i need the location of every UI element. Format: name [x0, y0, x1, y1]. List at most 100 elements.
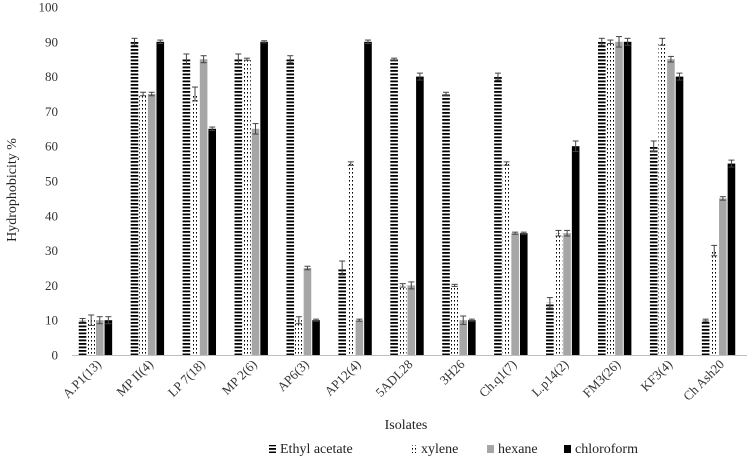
bar: [260, 41, 268, 356]
error-bar: [79, 317, 86, 323]
bar: [727, 163, 736, 355]
bar: [597, 41, 606, 356]
error-bar: [711, 244, 718, 257]
bar: [78, 320, 87, 355]
error-bar: [659, 37, 666, 46]
error-bar: [650, 140, 657, 152]
y-tick-label: 0: [52, 348, 59, 363]
x-tick-label: 5ADL28: [372, 357, 415, 400]
bar: [719, 198, 727, 355]
error-bar: [295, 316, 302, 325]
error-bar: [209, 126, 216, 132]
error-bar: [347, 161, 354, 166]
bar: [675, 76, 684, 355]
bar: [701, 320, 710, 355]
error-bar: [572, 140, 579, 152]
error-bar: [304, 265, 311, 271]
y-tick-label: 90: [45, 34, 58, 49]
error-bar: [468, 318, 475, 322]
x-axis: A.P1(13) MP II(4) LP 7(18) MP 2(6) AP6(3) AP1…: [60, 355, 747, 404]
bar: [398, 285, 407, 355]
x-tick-label: L.p14(2): [528, 357, 571, 400]
error-bars: [79, 36, 735, 326]
bar: [303, 268, 312, 355]
bar: [390, 59, 398, 355]
bar: [139, 94, 147, 355]
legend-item: xylene: [412, 442, 458, 457]
error-bar: [313, 318, 320, 322]
error-bar: [503, 161, 510, 166]
error-bar: [287, 55, 294, 64]
error-bar: [512, 231, 519, 235]
error-bar: [546, 297, 553, 309]
legend-swatch: [564, 445, 571, 453]
bar: [243, 59, 251, 355]
y-axis: 0 10 20 30 40 50 60 70 80 90 100: [39, 0, 59, 363]
x-tick-label: KF3(4): [638, 357, 676, 395]
bar: [104, 320, 113, 355]
bar: [156, 41, 165, 356]
error-bar: [261, 40, 268, 44]
error-bar: [391, 57, 398, 61]
error-bar: [416, 72, 423, 81]
error-bar: [131, 37, 138, 46]
y-tick-label: 10: [45, 313, 58, 328]
error-bar: [520, 231, 527, 235]
bar: [355, 320, 364, 355]
x-tick-label: 3H26: [437, 356, 468, 387]
bar: [130, 41, 139, 356]
bar: [364, 41, 372, 356]
legend-label: Ethyl acetate: [280, 442, 353, 457]
bar: [338, 268, 346, 355]
x-tick-label: MP 2(6): [219, 357, 260, 398]
y-tick-label: 40: [45, 208, 58, 223]
error-bar: [356, 318, 363, 322]
legend-item: Ethyl acetate: [269, 442, 353, 457]
error-bar: [676, 72, 683, 81]
legend-label: xylene: [421, 442, 458, 457]
error-bar: [607, 39, 614, 45]
error-bar: [235, 53, 242, 65]
error-bar: [399, 283, 406, 288]
error-bar: [408, 281, 415, 290]
bar: [208, 128, 217, 355]
y-tick-label: 70: [45, 104, 58, 119]
error-bar: [243, 57, 250, 61]
bar: [234, 59, 243, 355]
y-tick-label: 30: [45, 243, 58, 258]
bar: [519, 233, 528, 355]
bars: [78, 41, 736, 356]
error-bar: [564, 229, 571, 237]
bar: [191, 94, 199, 355]
bar: [416, 76, 424, 355]
legend-item: hexane: [487, 442, 538, 457]
bar: [623, 41, 632, 356]
bar: [468, 320, 476, 355]
error-bar: [702, 318, 709, 322]
bar: [649, 146, 658, 355]
error-bar: [615, 36, 622, 48]
error-bar: [364, 39, 371, 45]
error-bar: [555, 229, 562, 237]
y-tick-label: 50: [45, 174, 58, 189]
error-bar: [667, 55, 674, 63]
error-bar: [598, 37, 605, 46]
error-bar: [624, 37, 631, 46]
legend-label: chloroform: [575, 442, 638, 457]
error-bar: [719, 196, 726, 201]
error-bar: [460, 315, 467, 325]
error-bar: [88, 314, 95, 326]
bar: [182, 59, 191, 355]
error-bar: [105, 316, 112, 325]
x-tick-label: AP12(4): [321, 357, 363, 399]
bar: [95, 320, 104, 355]
x-tick-label: LP 7(18): [165, 357, 208, 400]
y-tick-label: 80: [45, 69, 58, 84]
bar: [286, 59, 295, 355]
bar: [710, 250, 719, 355]
error-bar: [96, 316, 103, 325]
error-bar: [443, 91, 450, 97]
bar: [606, 41, 615, 356]
bar: [571, 146, 580, 355]
error-bar: [494, 72, 501, 81]
